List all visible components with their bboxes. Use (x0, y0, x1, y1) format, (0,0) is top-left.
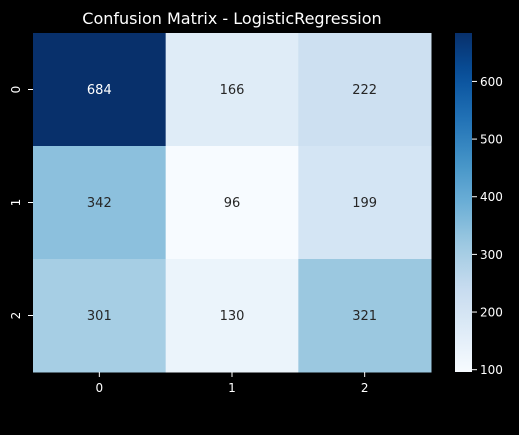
x-tick-label: 2 (361, 381, 369, 395)
x-tick-label: 0 (96, 381, 104, 395)
colorbar-tick-label: 200 (480, 306, 503, 320)
chart-title: Confusion Matrix - LogisticRegression (82, 9, 381, 28)
colorbar-gradient (455, 33, 472, 372)
heatmap-cell (165, 259, 299, 373)
cell-value-label: 301 (87, 309, 112, 324)
cell-value-label: 96 (224, 196, 241, 211)
heatmap-cell (298, 146, 432, 260)
heatmap-cell (298, 259, 432, 373)
y-tick-label: 1 (9, 199, 23, 207)
x-tick-label: 1 (228, 381, 236, 395)
heatmap-cell (165, 146, 299, 260)
colorbar-tick-label: 500 (480, 133, 503, 147)
cell-value-label: 222 (352, 83, 377, 98)
colorbar-tick-label: 400 (480, 190, 503, 204)
heatmap-grid: 684 166 222 342 96 199 301 130 321 (33, 33, 432, 373)
cell-value-label: 342 (87, 196, 112, 211)
heatmap-cell (33, 146, 167, 260)
heatmap-cell (165, 33, 299, 147)
colorbar: 100 200 300 400 500 600 (455, 33, 503, 377)
colorbar-tick-label: 100 (480, 363, 503, 377)
heatmap-cell (33, 33, 167, 147)
y-tick-label: 0 (9, 86, 23, 94)
cell-value-label: 199 (352, 196, 377, 211)
y-tick-label: 2 (9, 312, 23, 320)
cell-value-label: 166 (220, 83, 245, 98)
colorbar-tick-label: 600 (480, 75, 503, 89)
heatmap-cell (298, 33, 432, 147)
y-axis: 0 1 2 (9, 86, 33, 320)
heatmap-cell (33, 259, 167, 373)
cell-value-label: 130 (220, 309, 245, 324)
x-axis: 0 1 2 (96, 372, 369, 395)
cell-value-label: 684 (87, 83, 112, 98)
cell-value-label: 321 (352, 309, 377, 324)
colorbar-tick-label: 300 (480, 248, 503, 262)
